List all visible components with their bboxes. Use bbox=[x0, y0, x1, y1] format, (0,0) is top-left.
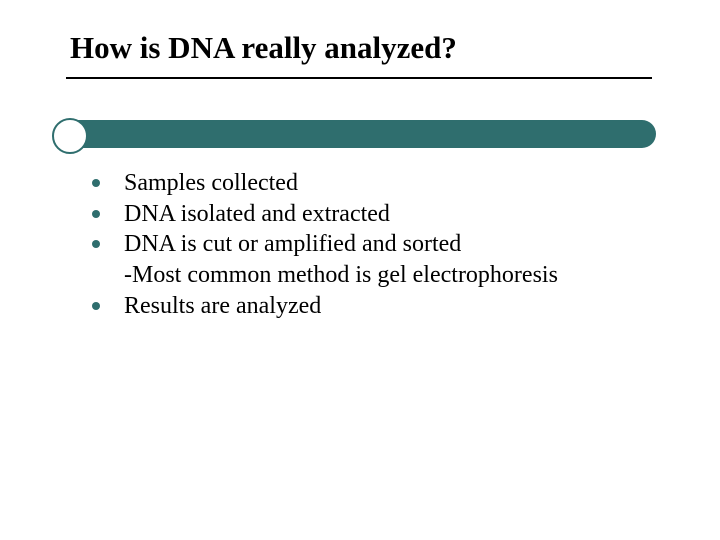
bullet-icon bbox=[92, 240, 100, 248]
list-item-text: DNA isolated and extracted bbox=[124, 199, 652, 230]
list-item-text: -Most common method is gel electrophores… bbox=[124, 260, 652, 291]
bullet-icon bbox=[92, 302, 100, 310]
list-item-text: Results are analyzed bbox=[124, 291, 652, 322]
list-item: -Most common method is gel electrophores… bbox=[92, 260, 652, 291]
slide-title: How is DNA really analyzed? bbox=[70, 30, 457, 66]
title-underline bbox=[66, 77, 652, 79]
list-item: Samples collected bbox=[92, 168, 652, 199]
slide-body: Samples collected DNA isolated and extra… bbox=[92, 168, 652, 322]
list-item: Results are analyzed bbox=[92, 291, 652, 322]
list-item-text: DNA is cut or amplified and sorted bbox=[124, 229, 652, 260]
accent-divider-bar bbox=[54, 120, 656, 148]
slide: How is DNA really analyzed? Samples coll… bbox=[0, 0, 720, 540]
bullet-icon bbox=[92, 179, 100, 187]
list-item: DNA isolated and extracted bbox=[92, 199, 652, 230]
list-item-text: Samples collected bbox=[124, 168, 652, 199]
bullet-icon bbox=[92, 210, 100, 218]
list-item: DNA is cut or amplified and sorted bbox=[92, 229, 652, 260]
